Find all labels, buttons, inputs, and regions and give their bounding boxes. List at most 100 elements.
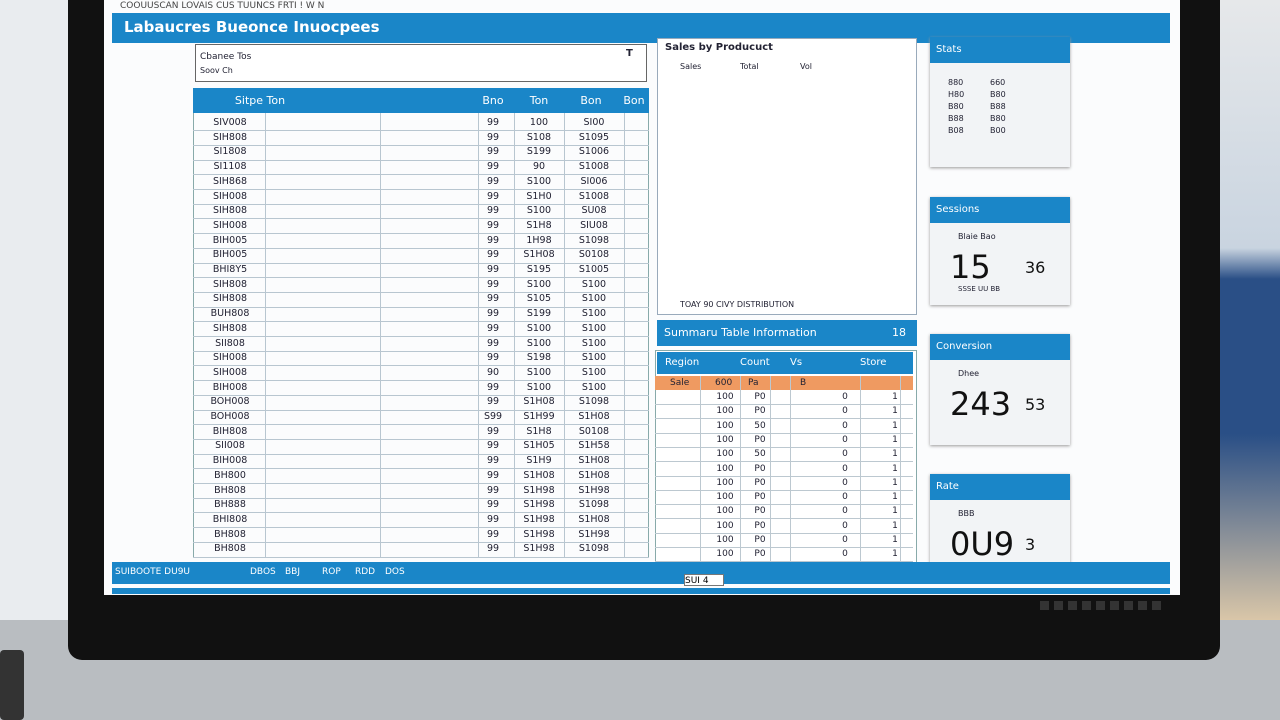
search-action: T — [626, 48, 633, 59]
row-line — [193, 277, 649, 279]
table-header — [193, 88, 649, 113]
summary-row-line — [655, 547, 913, 548]
summary-cell: 0 — [842, 492, 848, 503]
table-cell: SI006 — [580, 175, 608, 187]
table-cell: S1H98 — [523, 543, 555, 555]
summary-cell: 100 — [716, 392, 734, 402]
summary-cell: P0 — [754, 392, 766, 402]
row-line — [193, 409, 649, 411]
summary-cell: 100 — [716, 449, 734, 460]
table-cell: 99 — [486, 146, 500, 158]
summary-cell: 1 — [892, 420, 898, 431]
table-cell: 99 — [486, 513, 500, 525]
summary-badge: 18 — [892, 326, 906, 339]
row-line — [193, 262, 649, 264]
summary-cell: 1 — [892, 406, 898, 417]
summary-cell: 1 — [892, 549, 898, 560]
table-cell: S100 — [581, 322, 607, 334]
table-cell: S1H08 — [578, 411, 610, 422]
summary-colhead — [657, 352, 913, 374]
table-cell: BH808 — [214, 484, 246, 496]
table-cell: SI1108 — [213, 161, 247, 173]
column-header: Bon — [580, 94, 602, 107]
table-cell: SIH808 — [212, 131, 248, 143]
table-cell: SII008 — [215, 440, 245, 452]
table-cell: 99 — [486, 219, 500, 231]
table-cell: S1H8 — [526, 425, 552, 437]
row-line — [193, 247, 649, 249]
footer-item: ROP — [322, 567, 341, 577]
summary-cell: 50 — [754, 420, 766, 431]
summary-row-line — [655, 518, 913, 520]
table-cell: S100 — [526, 366, 552, 378]
table-cell: S99 — [483, 411, 503, 422]
row-line — [193, 497, 649, 499]
summary-cell: 0 — [842, 463, 848, 474]
card-small: 3 — [1025, 535, 1036, 554]
table-cell: BUH808 — [210, 308, 250, 320]
summary-cell: 0 — [842, 392, 848, 402]
table-cell: BIH005 — [212, 249, 248, 261]
summary-cell: 100 — [716, 420, 734, 431]
summary-cell: 1 — [892, 477, 898, 488]
summary-cell: 100 — [716, 434, 734, 445]
status-icon — [1040, 601, 1049, 610]
row-line — [193, 233, 649, 235]
row-line — [193, 291, 649, 293]
table-cell: S1H08 — [523, 249, 555, 261]
table-cell: S0108 — [578, 425, 610, 437]
summary-cell: P0 — [754, 520, 766, 531]
table-cell: 90 — [532, 161, 546, 173]
table-cell: S1005 — [578, 264, 610, 275]
summary-row-line — [655, 432, 913, 434]
summary-cell: 1 — [892, 506, 898, 517]
table-cell: BH800 — [214, 469, 246, 481]
card-title: Stats — [936, 44, 962, 55]
table-cell: SIH808 — [212, 322, 248, 334]
table-cell: SII808 — [215, 337, 245, 349]
table-cell: S100 — [581, 278, 607, 290]
table-cell: S1H9 — [526, 455, 552, 467]
row-line — [193, 453, 649, 455]
col-divider — [564, 113, 565, 558]
summary-cell: 0 — [842, 477, 848, 488]
table-cell: BHI808 — [212, 513, 248, 525]
table-cell: S0108 — [578, 249, 610, 261]
row-line — [193, 365, 649, 367]
highlight-cell: Pa — [748, 378, 759, 388]
summary-column: Vs — [790, 357, 803, 368]
summary-cell: 100 — [716, 520, 734, 531]
card-small: 36 — [1025, 258, 1046, 277]
table-cell: S1H08 — [578, 469, 610, 481]
table-cell: S100 — [581, 337, 607, 349]
row-line — [193, 468, 649, 470]
table-cell: S100 — [581, 366, 607, 378]
col-divider — [478, 113, 479, 558]
table-cell: BOH008 — [210, 411, 250, 422]
row-line — [193, 130, 649, 132]
table-cell: S1008 — [578, 190, 610, 202]
summary-cell: 0 — [842, 406, 848, 417]
card-sub: Blaie Bao — [958, 232, 996, 241]
column-header: Bon — [623, 94, 645, 107]
background — [1220, 0, 1280, 620]
table-cell: 99 — [486, 205, 500, 217]
summary-cell: 1 — [892, 520, 898, 531]
table-cell: 99 — [486, 528, 500, 540]
row-line — [193, 380, 649, 382]
summary-cell: 1 — [892, 449, 898, 460]
summary-column: Store — [860, 357, 887, 368]
row-line — [193, 556, 649, 558]
table-cell: 1H98 — [526, 234, 552, 246]
table-cell: S100 — [581, 293, 607, 305]
card-small: 53 — [1025, 395, 1046, 414]
summary-cell: 0 — [842, 535, 848, 545]
summary-cell: 1 — [892, 463, 898, 474]
row-line — [193, 306, 649, 308]
highlight-cell: Sale — [670, 378, 690, 388]
table-cell: S100 — [526, 381, 552, 393]
col-divider — [514, 113, 515, 558]
summary-cell: 0 — [842, 549, 848, 560]
col-divider — [380, 113, 381, 558]
table-cell: 100 — [529, 117, 549, 128]
